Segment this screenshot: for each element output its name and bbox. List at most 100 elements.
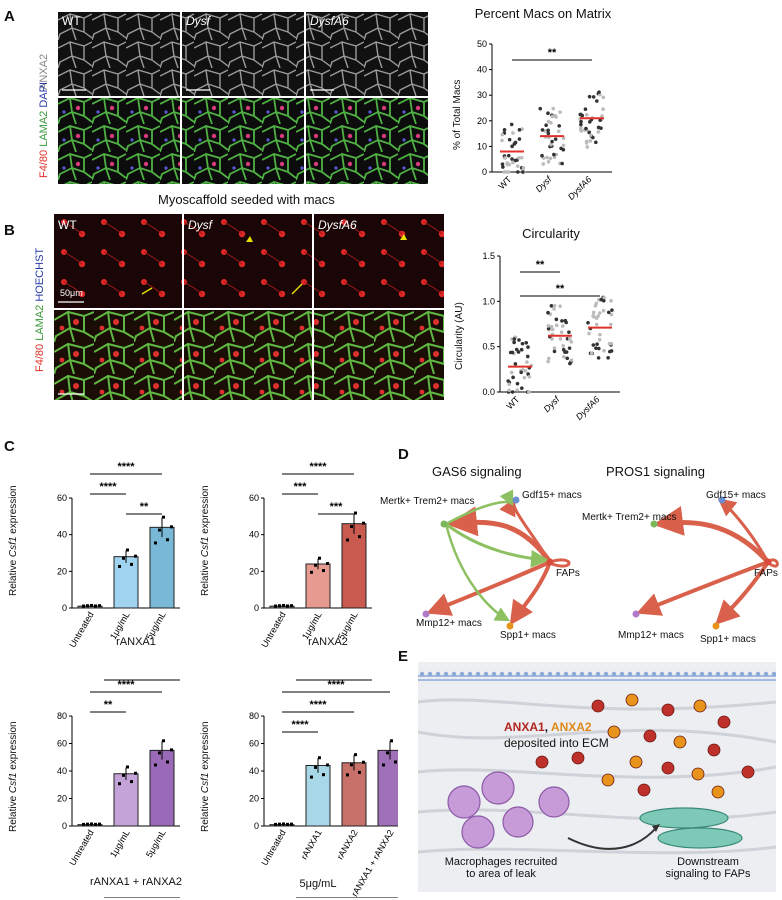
membrane-bead [419,671,425,677]
membrane-bead [739,671,745,677]
annexin-particle [629,755,643,769]
data-point [522,375,527,380]
data-point [558,304,562,308]
membrane-bead [459,671,465,677]
sig-label: ** [104,699,113,711]
data-point [549,324,554,329]
membrane-bead [443,671,449,677]
data-point [559,330,564,334]
data-point [552,346,557,350]
data-point [526,390,531,394]
x-tick-label: Untreated [67,610,95,649]
sig-label: ** [536,259,545,271]
membrane-bead [627,671,633,677]
data-point [602,295,606,300]
y-tick-label: 40 [57,530,67,540]
data-point [591,310,596,315]
y-tick-label: 0 [62,821,67,831]
data-point [609,312,614,317]
data-point [519,347,524,352]
group-label-combo: rANXA1 + rANXA2 [89,876,182,888]
data-point [524,341,529,345]
data-point [597,346,601,351]
data-point [310,570,313,574]
data-point [591,135,595,140]
data-point [599,126,603,130]
membrane-bead [643,671,649,677]
data-point [278,604,281,608]
y-tick-label: 10 [477,141,487,151]
data-point [515,388,520,392]
data-point [509,370,514,375]
data-point [554,323,559,328]
data-point [609,322,613,327]
y-tick-label: 0.5 [482,342,495,352]
data-point [568,361,572,366]
data-point [278,822,281,826]
micrograph-label-dysfa6-a: DysfA6 [310,14,349,28]
micrograph-label-dysfa6-b: DysfA6 [318,218,357,232]
sig-label: **** [327,679,345,691]
x-tick-label: 1μg/mL [108,828,132,859]
sig-label: **** [309,461,327,473]
data-point [580,113,585,118]
data-point [525,360,529,364]
data-point [274,604,277,608]
membrane-bead [547,671,553,677]
data-point [510,157,514,161]
data-point [579,122,583,127]
data-point [507,382,511,387]
data-point [509,122,514,127]
membrane-bead [659,671,665,677]
group-label-5ug: 5μg/mL [299,878,337,890]
data-point [166,760,169,764]
annexin-particle [707,743,721,757]
data-point [526,372,530,376]
y-axis-label-b: Circularity (AU) [454,302,465,370]
data-point [545,155,549,160]
membrane-bead [763,671,769,677]
data-point [560,319,564,323]
data-point [594,140,598,145]
data-point [548,156,553,161]
chart-title-b: Circularity [522,226,580,241]
data-point [550,114,555,119]
x-tick-label: DysfA6 [566,174,594,202]
data-point [583,107,588,111]
membrane-bead [523,671,529,677]
membrane-bead [731,671,737,677]
schematic-art [418,671,776,855]
data-point [130,780,133,784]
membrane-bead [571,671,577,677]
data-point [516,170,520,174]
panel-label-a: A [4,8,15,25]
data-point [513,362,518,366]
data-point [609,349,614,353]
y-tick-label: 30 [477,90,487,100]
data-point [519,155,524,160]
micrograph-grid-a: WT Dysf DysfA6 ANXA2 F4/80 LAMA2 DAPI [24,12,434,184]
data-point [162,515,165,519]
data-point [600,114,604,118]
pros1-title: PROS1 signaling [606,464,705,479]
data-point [282,822,285,826]
data-point [517,128,522,132]
annexin-particle [625,693,639,707]
membrane-bead [683,671,689,677]
micrograph-label-dysf-b: Dysf [188,218,212,232]
membrane-bead [619,671,625,677]
node-gdf15-gas6: Gdf15+ macs [522,490,582,501]
data-point [579,129,584,133]
data-point [310,775,313,779]
annexin-particle [693,699,707,713]
y-tick-label: 80 [249,711,259,721]
data-point [502,128,507,132]
y-tick-label: 40 [477,65,487,75]
data-point [286,604,289,608]
downstream-label: Downstream signaling to FAPs [665,856,751,880]
data-point [514,347,519,352]
channel-label-a-row2: F4/80 LAMA2 DAPI [38,81,50,178]
data-point [587,94,592,99]
annexin-particle [711,785,725,799]
data-point [90,822,93,826]
